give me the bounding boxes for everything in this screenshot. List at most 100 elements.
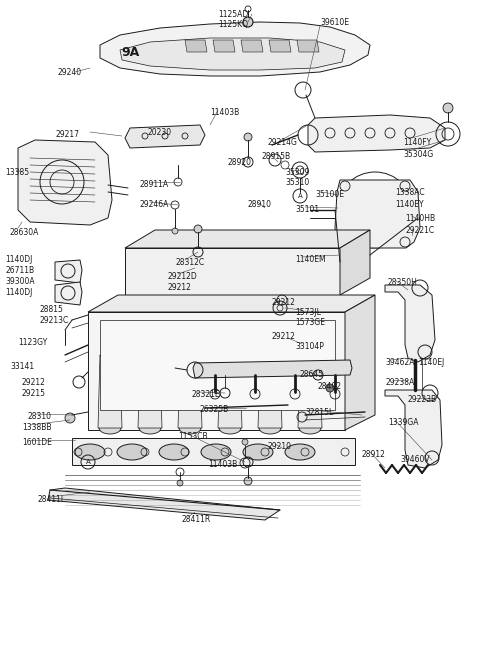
Polygon shape bbox=[98, 355, 122, 428]
Text: 1123GY: 1123GY bbox=[18, 338, 47, 347]
Text: 28411R: 28411R bbox=[182, 515, 211, 524]
Text: 35304G: 35304G bbox=[403, 150, 433, 159]
Ellipse shape bbox=[299, 422, 321, 434]
Text: 28815: 28815 bbox=[40, 305, 64, 314]
Circle shape bbox=[172, 228, 178, 234]
Text: 1601DE: 1601DE bbox=[22, 438, 52, 447]
Circle shape bbox=[243, 17, 253, 27]
Polygon shape bbox=[100, 22, 370, 76]
Polygon shape bbox=[258, 355, 282, 428]
Text: 35310: 35310 bbox=[285, 178, 309, 187]
Polygon shape bbox=[88, 295, 375, 312]
Polygon shape bbox=[125, 248, 340, 295]
Circle shape bbox=[443, 103, 453, 113]
Circle shape bbox=[244, 133, 252, 141]
Text: 1140HB: 1140HB bbox=[405, 214, 435, 223]
Text: 29223B: 29223B bbox=[408, 395, 437, 404]
Text: 28630A: 28630A bbox=[10, 228, 39, 237]
Text: 29246A: 29246A bbox=[140, 200, 169, 209]
Text: 1153CB: 1153CB bbox=[178, 432, 208, 441]
Text: 1140DJ: 1140DJ bbox=[5, 255, 32, 264]
Text: 1573JL: 1573JL bbox=[295, 308, 321, 317]
Polygon shape bbox=[385, 285, 435, 362]
Text: 29217: 29217 bbox=[55, 130, 79, 139]
Text: 28912: 28912 bbox=[362, 450, 386, 459]
Text: 11403B: 11403B bbox=[208, 460, 237, 469]
Text: 1140EY: 1140EY bbox=[395, 200, 424, 209]
Polygon shape bbox=[340, 230, 370, 295]
Text: 29240: 29240 bbox=[58, 68, 82, 77]
Circle shape bbox=[326, 384, 334, 392]
Text: 35101: 35101 bbox=[295, 205, 319, 214]
Text: 39462A: 39462A bbox=[385, 358, 415, 367]
Text: 28350H: 28350H bbox=[388, 278, 418, 287]
Polygon shape bbox=[298, 355, 322, 428]
Text: 33141: 33141 bbox=[10, 362, 34, 371]
Text: 28910: 28910 bbox=[248, 200, 272, 209]
Text: 29212D: 29212D bbox=[168, 272, 198, 281]
Polygon shape bbox=[193, 360, 352, 378]
Polygon shape bbox=[125, 125, 205, 148]
Circle shape bbox=[65, 413, 75, 423]
Polygon shape bbox=[385, 390, 442, 468]
Polygon shape bbox=[18, 140, 112, 225]
Text: 1140FY: 1140FY bbox=[403, 138, 431, 147]
Circle shape bbox=[242, 439, 248, 445]
Text: 1573GE: 1573GE bbox=[295, 318, 325, 327]
Polygon shape bbox=[345, 295, 375, 430]
Text: 11403B: 11403B bbox=[210, 108, 239, 117]
Text: 1338BB: 1338BB bbox=[22, 423, 51, 432]
Polygon shape bbox=[269, 40, 291, 52]
Text: 28310: 28310 bbox=[28, 412, 52, 421]
Text: 1125KQ: 1125KQ bbox=[218, 20, 248, 29]
Polygon shape bbox=[335, 180, 420, 248]
Bar bbox=[100, 320, 335, 410]
Polygon shape bbox=[185, 40, 207, 52]
Polygon shape bbox=[125, 230, 370, 248]
Text: 29213C: 29213C bbox=[40, 316, 69, 325]
Text: 20230: 20230 bbox=[148, 128, 172, 137]
Text: 13385: 13385 bbox=[5, 168, 29, 177]
Text: 26711B: 26711B bbox=[5, 266, 34, 275]
Text: 1140EM: 1140EM bbox=[295, 255, 325, 264]
Text: 28920: 28920 bbox=[228, 158, 252, 167]
Text: 39610E: 39610E bbox=[320, 18, 349, 27]
Text: 1338AC: 1338AC bbox=[395, 188, 425, 197]
Polygon shape bbox=[297, 40, 319, 52]
Polygon shape bbox=[120, 38, 345, 70]
Text: 29214G: 29214G bbox=[268, 138, 298, 147]
Ellipse shape bbox=[259, 422, 281, 434]
Polygon shape bbox=[178, 355, 202, 428]
Ellipse shape bbox=[219, 422, 241, 434]
Text: 28411L: 28411L bbox=[38, 495, 66, 504]
Polygon shape bbox=[55, 282, 82, 305]
Ellipse shape bbox=[243, 444, 273, 460]
Text: 29210: 29210 bbox=[268, 442, 292, 451]
Ellipse shape bbox=[285, 444, 315, 460]
Circle shape bbox=[194, 225, 202, 233]
Text: 26325B: 26325B bbox=[200, 405, 229, 414]
Polygon shape bbox=[218, 355, 242, 428]
Text: A: A bbox=[85, 459, 90, 465]
Text: 28915B: 28915B bbox=[262, 152, 291, 161]
Text: 35100E: 35100E bbox=[315, 190, 344, 199]
Polygon shape bbox=[138, 355, 162, 428]
Text: 28321E: 28321E bbox=[192, 390, 221, 399]
Polygon shape bbox=[48, 488, 280, 520]
Polygon shape bbox=[308, 115, 445, 152]
Polygon shape bbox=[241, 40, 263, 52]
Text: 28402: 28402 bbox=[318, 382, 342, 391]
Text: 1339GA: 1339GA bbox=[388, 418, 419, 427]
Text: 33104P: 33104P bbox=[295, 342, 324, 351]
Text: 1140EJ: 1140EJ bbox=[418, 358, 444, 367]
Text: 32815L: 32815L bbox=[305, 408, 333, 417]
Text: A: A bbox=[298, 193, 302, 199]
Text: 29215: 29215 bbox=[22, 389, 46, 398]
Text: 29238A: 29238A bbox=[385, 378, 414, 387]
Ellipse shape bbox=[75, 444, 105, 460]
Text: 29212: 29212 bbox=[272, 298, 296, 307]
Polygon shape bbox=[213, 40, 235, 52]
Text: 9A: 9A bbox=[121, 45, 139, 58]
Text: 1140DJ: 1140DJ bbox=[5, 288, 32, 297]
Text: 28312C: 28312C bbox=[175, 258, 204, 267]
